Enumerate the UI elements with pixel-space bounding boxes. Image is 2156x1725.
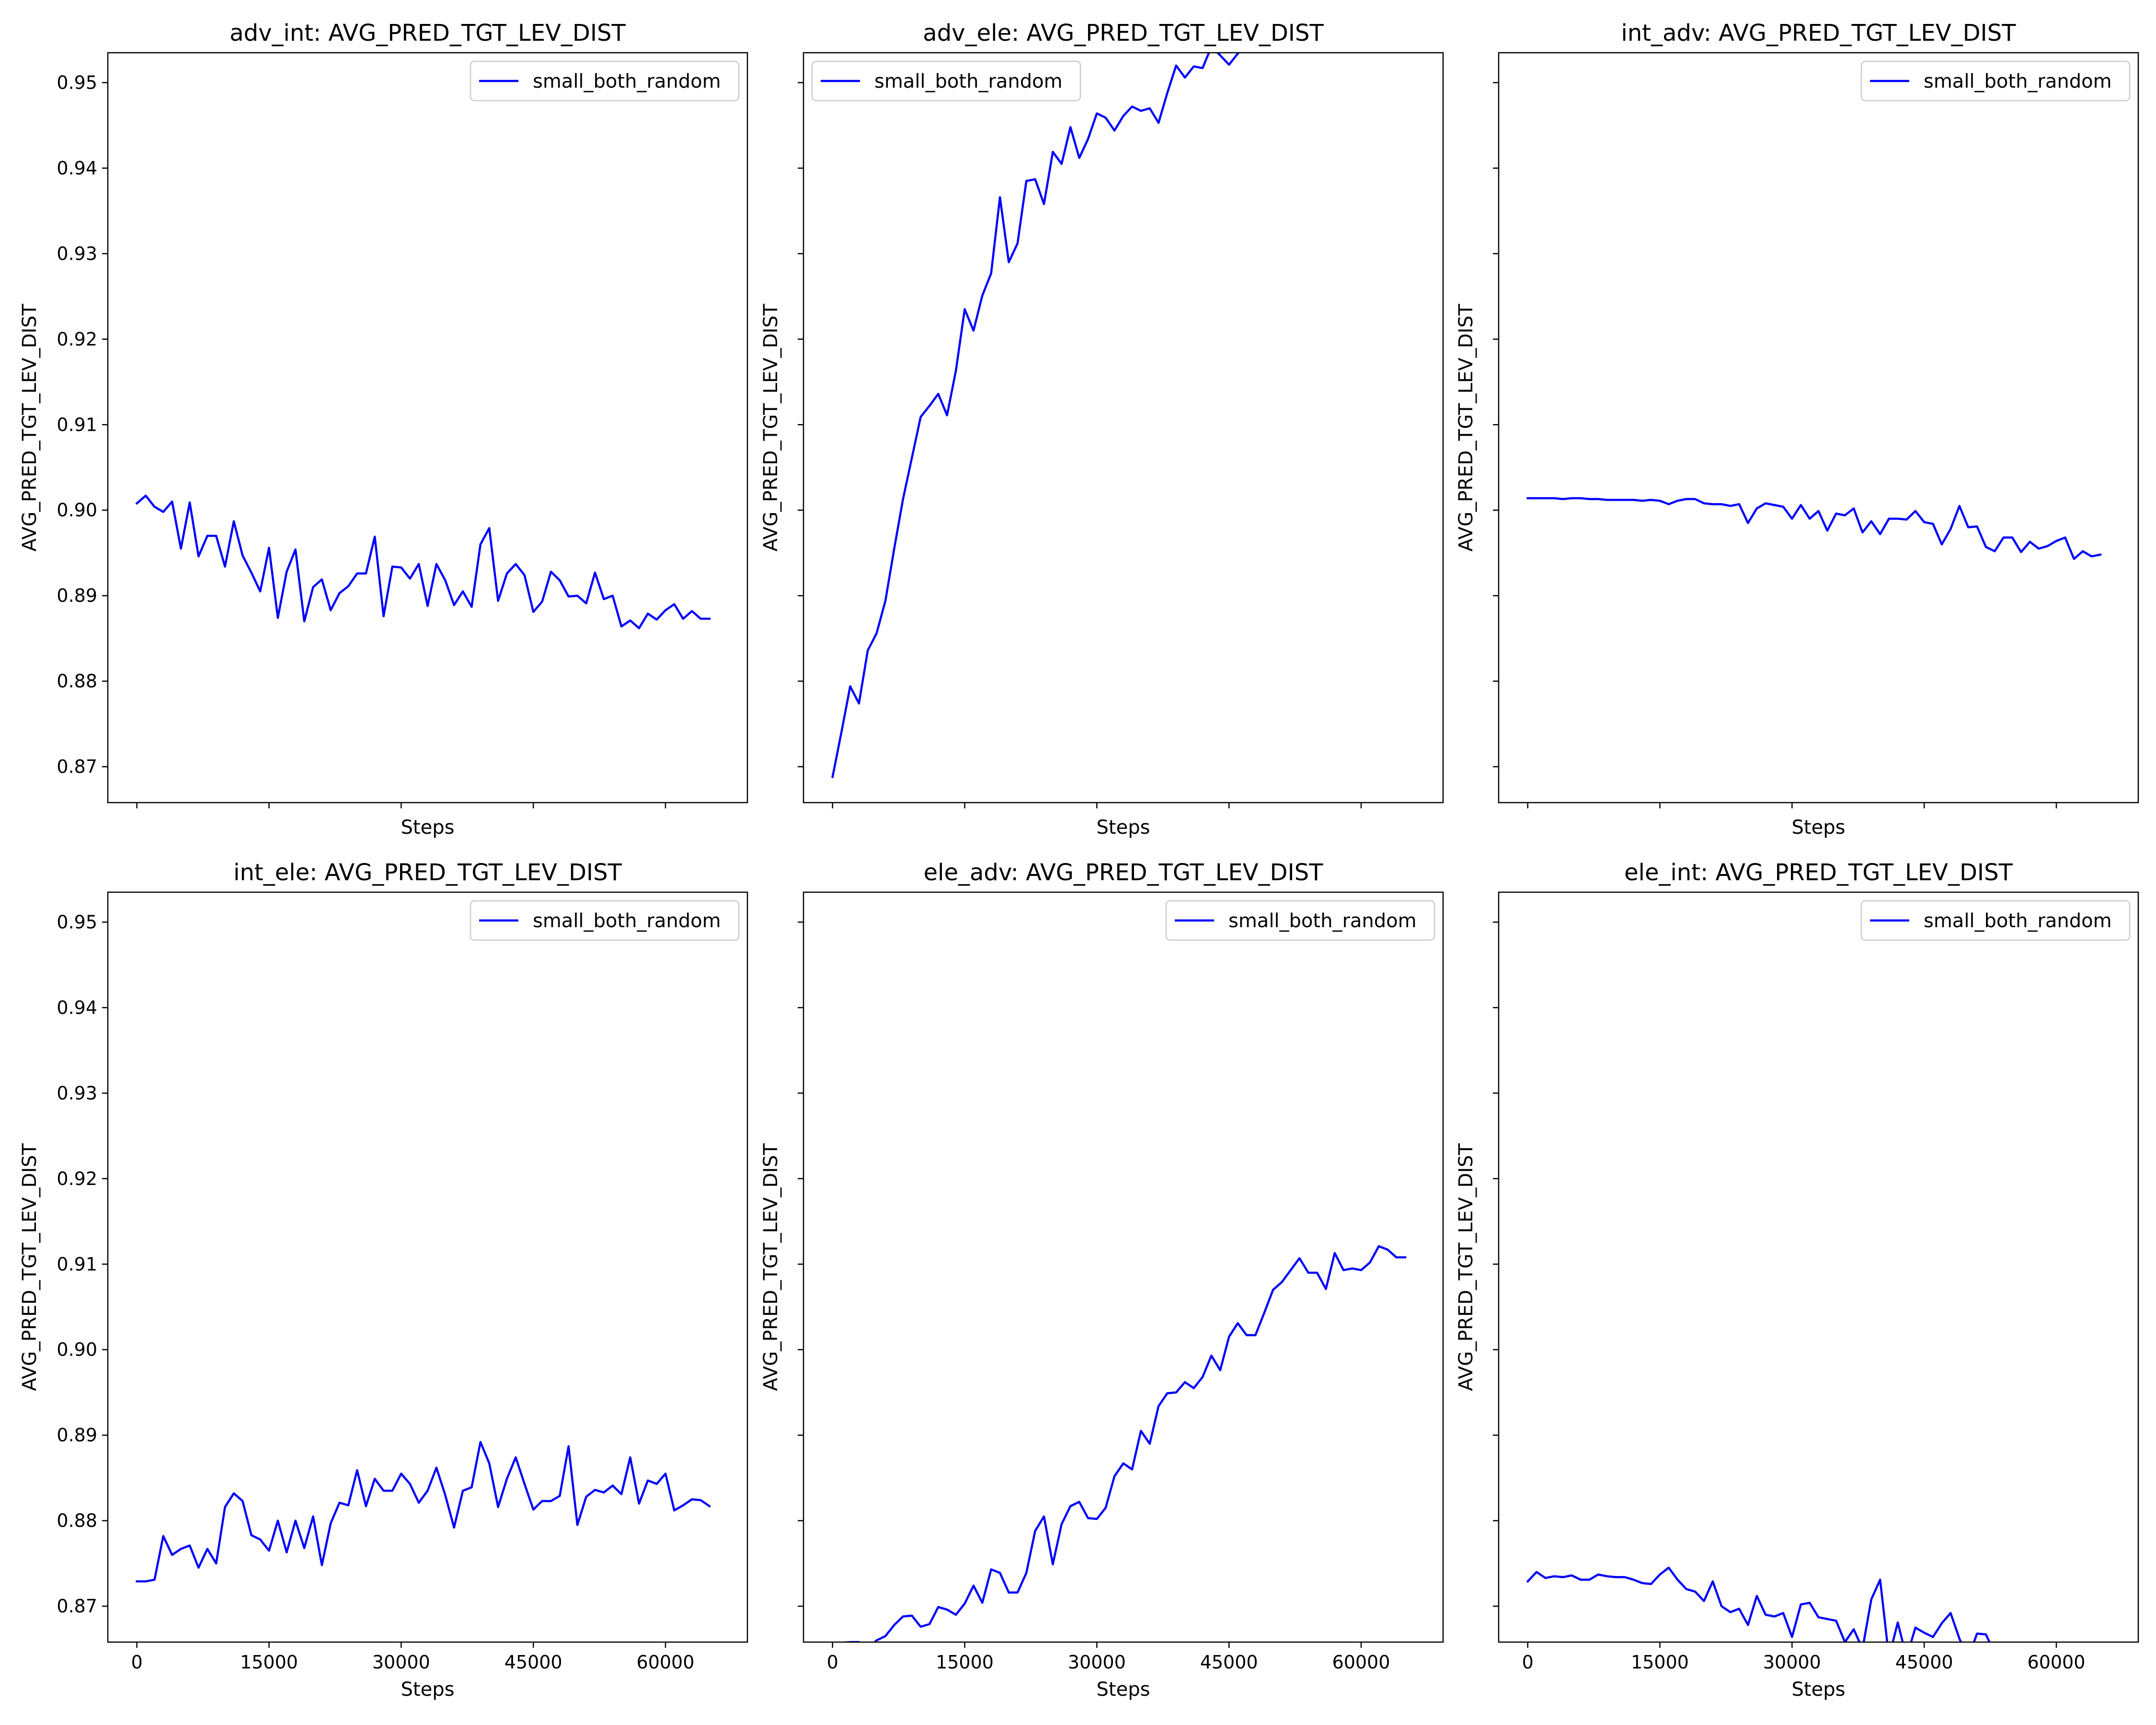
chart-panel-1: 0.87 0.88 0.89 0.90 0.91 0.92 0.93 0.94 0.95 adv_… (19, 20, 748, 839)
x-tick-label: 45000 (505, 1652, 562, 1673)
legend: small_both_random (1860, 900, 2131, 941)
x-tick-label: 30000 (1763, 1652, 1821, 1673)
y-tick-label: 0.87 (57, 756, 97, 777)
series-line-1 (136, 1441, 711, 1583)
chart-panel-3: int_adv: AVG_PRED_TGT_LEV_DIST Steps AVG_P… (1455, 20, 2139, 839)
series-line-1 (831, 53, 1240, 779)
chart-title: adv_int: AVG_PRED_TGT_LEV_DIST (229, 20, 626, 46)
legend-box (1860, 900, 2131, 941)
legend: small_both_random (811, 60, 1081, 102)
x-axis-label: Steps (401, 1679, 455, 1701)
axes-frame (1498, 891, 2139, 1643)
y-tick-label: 0.92 (57, 1168, 97, 1189)
legend-label: small_both_random (1228, 910, 1417, 932)
x-tick-label: 15000 (1631, 1652, 1689, 1673)
legend-box (1860, 60, 2131, 102)
y-tick-label: 0.91 (57, 1254, 97, 1275)
y-tick-label: 0.88 (57, 1510, 97, 1531)
x-axis-label: Steps (1097, 1679, 1150, 1701)
y-tick-label: 0.87 (57, 1596, 97, 1617)
y-tick-label: 0.94 (57, 158, 97, 179)
chart-title: int_adv: AVG_PRED_TGT_LEV_DIST (1621, 20, 2017, 46)
x-tick-label: 0 (131, 1652, 143, 1673)
legend-label: small_both_random (533, 910, 721, 932)
x-tick-label: 30000 (372, 1652, 430, 1673)
axes-frame (107, 891, 748, 1643)
chart-title: adv_ele: AVG_PRED_TGT_LEV_DIST (923, 20, 1324, 46)
y-tick-label: 0.89 (57, 585, 97, 606)
legend-label: small_both_random (1924, 910, 2112, 932)
chart-title: int_ele: AVG_PRED_TGT_LEV_DIST (233, 859, 622, 886)
series-line-1 (135, 494, 711, 630)
x-tick-label: 0 (827, 1652, 838, 1673)
chart-title: ele_adv: AVG_PRED_TGT_LEV_DIST (924, 859, 1323, 886)
legend-label: small_both_random (533, 70, 721, 92)
y-axis-label: AVG_PRED_TGT_LEV_DIST (1455, 303, 1477, 552)
x-tick-label: 15000 (240, 1652, 298, 1673)
series-line-1 (1526, 1566, 1991, 1642)
y-axis-label: AVG_PRED_TGT_LEV_DIST (19, 1143, 41, 1391)
legend-label: small_both_random (1924, 70, 2112, 92)
axes-frame (803, 891, 1444, 1643)
y-axis-label: AVG_PRED_TGT_LEV_DIST (760, 303, 782, 552)
x-axis-label: Steps (401, 816, 455, 839)
y-tick-label: 0.90 (57, 1339, 97, 1360)
axes-frame (1498, 52, 2139, 804)
x-tick-label: 45000 (1895, 1652, 1953, 1673)
legend-label: small_both_random (874, 70, 1063, 92)
chart-panel-2: adv_ele: AVG_PRED_TGT_LEV_DIST Steps AVG_P… (760, 20, 1444, 839)
y-tick-label: 0.92 (57, 329, 97, 350)
x-axis-label: Steps (1792, 816, 1846, 839)
y-axis-label: AVG_PRED_TGT_LEV_DIST (19, 303, 41, 552)
axes-frame (107, 52, 748, 804)
legend: small_both_random (470, 900, 740, 941)
legend-box (1165, 900, 1435, 941)
legend: small_both_random (470, 60, 740, 102)
legend-box (811, 60, 1081, 102)
x-tick-label: 15000 (936, 1652, 994, 1673)
legend: small_both_random (1165, 900, 1435, 941)
legend: small_both_random (1860, 60, 2131, 102)
chart-title: ele_int: AVG_PRED_TGT_LEV_DIST (1624, 859, 2013, 886)
legend-box (470, 900, 740, 941)
x-tick-label: 0 (1522, 1652, 1534, 1673)
x-axis-label: Steps (1097, 816, 1150, 839)
y-axis-label: AVG_PRED_TGT_LEV_DIST (1455, 1143, 1477, 1391)
y-tick-label: 0.93 (57, 243, 97, 264)
axes-frame (803, 52, 1444, 804)
x-tick-label: 60000 (637, 1652, 695, 1673)
y-tick-label: 0.93 (57, 1082, 97, 1104)
y-tick-label: 0.90 (57, 500, 97, 521)
series-line-1 (840, 1245, 1407, 1642)
chart-panel-4: 0 15000 30000 45000 60000 0.87 0.88 0.89 0.90 0.9… (19, 859, 748, 1701)
x-tick-label: 60000 (1332, 1652, 1390, 1673)
chart-panel-5: 0 15000 30000 45000 60000 ele_adv: AVG_PRED_T… (760, 859, 1444, 1701)
x-tick-label: 60000 (2028, 1652, 2086, 1673)
legend-box (470, 60, 740, 102)
y-tick-label: 0.95 (57, 911, 97, 932)
chart-panel-6: 0 15000 30000 45000 60000 ele_int: AVG_PRED_T… (1455, 859, 2139, 1701)
y-tick-label: 0.91 (57, 414, 97, 435)
y-tick-label: 0.88 (57, 671, 97, 692)
y-axis-label: AVG_PRED_TGT_LEV_DIST (760, 1143, 782, 1391)
x-tick-label: 30000 (1068, 1652, 1126, 1673)
series-line-1 (1526, 497, 2102, 560)
y-tick-label: 0.89 (57, 1425, 97, 1446)
x-axis-label: Steps (1792, 1679, 1846, 1701)
x-tick-label: 45000 (1200, 1652, 1258, 1673)
y-tick-label: 0.95 (57, 72, 97, 93)
y-tick-label: 0.94 (57, 997, 97, 1018)
